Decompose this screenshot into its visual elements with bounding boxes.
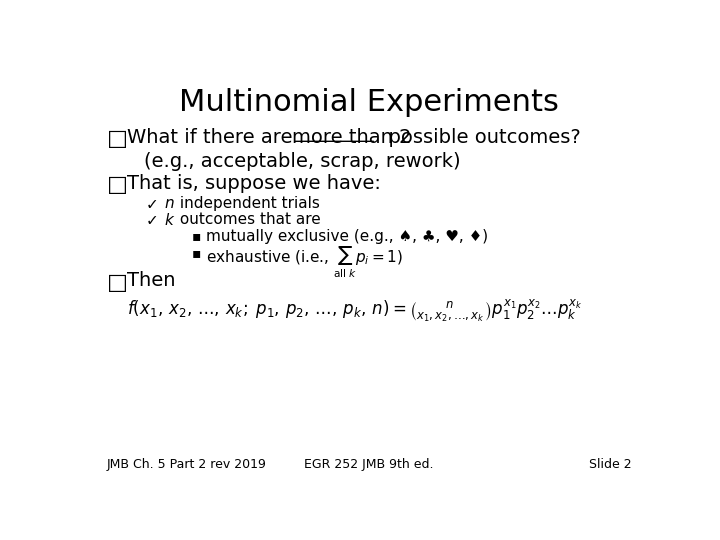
Text: □: □: [107, 175, 127, 195]
Text: Multinomial Experiments: Multinomial Experiments: [179, 87, 559, 117]
Text: That is, suppose we have:: That is, suppose we have:: [127, 174, 382, 193]
Text: Slide 2: Slide 2: [589, 458, 631, 471]
Text: more than 2: more than 2: [292, 128, 412, 147]
Text: ✓: ✓: [145, 197, 158, 212]
Text: $n$: $n$: [163, 196, 174, 211]
Text: Then: Then: [127, 272, 176, 291]
Text: ✓: ✓: [145, 213, 158, 228]
Text: exhaustive (i.e., $\sum_{\mathrm{all}\;k}p_i = 1$): exhaustive (i.e., $\sum_{\mathrm{all}\;k…: [205, 246, 402, 280]
Text: outcomes that are: outcomes that are: [175, 212, 320, 227]
Text: ▪: ▪: [192, 246, 202, 260]
Text: mutually exclusive (e.g., ♠, ♣, ♥, ♦): mutually exclusive (e.g., ♠, ♣, ♥, ♦): [205, 228, 487, 244]
Text: possible outcomes?: possible outcomes?: [377, 128, 581, 147]
Text: EGR 252 JMB 9th ed.: EGR 252 JMB 9th ed.: [305, 458, 433, 471]
Text: $f(x_1,\, x_2,\, \ldots,\, x_k;\; p_1,\, p_2,\, \ldots,\, p_k,\, n) = \binom{n}{: $f(x_1,\, x_2,\, \ldots,\, x_k;\; p_1,\,…: [127, 298, 582, 325]
Text: independent trials: independent trials: [175, 196, 320, 211]
Text: $k$: $k$: [163, 212, 175, 228]
Text: □: □: [107, 273, 127, 293]
Text: What if there are: What if there are: [127, 128, 299, 147]
Text: □: □: [107, 129, 127, 149]
Text: (e.g., acceptable, scrap, rework): (e.g., acceptable, scrap, rework): [144, 152, 461, 171]
Text: JMB Ch. 5 Part 2 rev 2019: JMB Ch. 5 Part 2 rev 2019: [107, 458, 266, 471]
Text: ▪: ▪: [192, 230, 202, 244]
